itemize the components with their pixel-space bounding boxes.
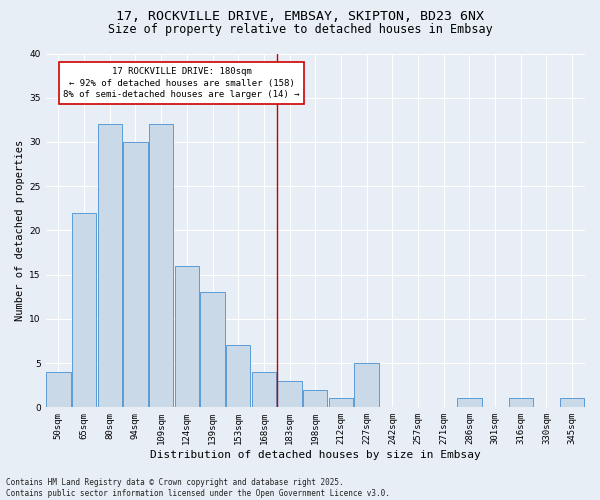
Bar [200,292,225,408]
Y-axis label: Number of detached properties: Number of detached properties [15,140,25,321]
X-axis label: Distribution of detached houses by size in Embsay: Distribution of detached houses by size … [150,450,481,460]
Bar [509,398,533,407]
Bar [72,212,96,408]
Bar [251,372,276,408]
Text: 17, ROCKVILLE DRIVE, EMBSAY, SKIPTON, BD23 6NX: 17, ROCKVILLE DRIVE, EMBSAY, SKIPTON, BD… [116,10,484,23]
Text: Contains HM Land Registry data © Crown copyright and database right 2025.
Contai: Contains HM Land Registry data © Crown c… [6,478,390,498]
Bar [277,381,302,407]
Bar [355,363,379,408]
Bar [560,398,584,407]
Bar [123,142,148,407]
Bar [226,346,250,408]
Bar [149,124,173,408]
Bar [329,398,353,407]
Bar [303,390,328,407]
Text: Size of property relative to detached houses in Embsay: Size of property relative to detached ho… [107,22,493,36]
Text: 17 ROCKVILLE DRIVE: 180sqm
← 92% of detached houses are smaller (158)
8% of semi: 17 ROCKVILLE DRIVE: 180sqm ← 92% of deta… [64,67,300,100]
Bar [98,124,122,408]
Bar [175,266,199,408]
Bar [46,372,71,408]
Bar [457,398,482,407]
